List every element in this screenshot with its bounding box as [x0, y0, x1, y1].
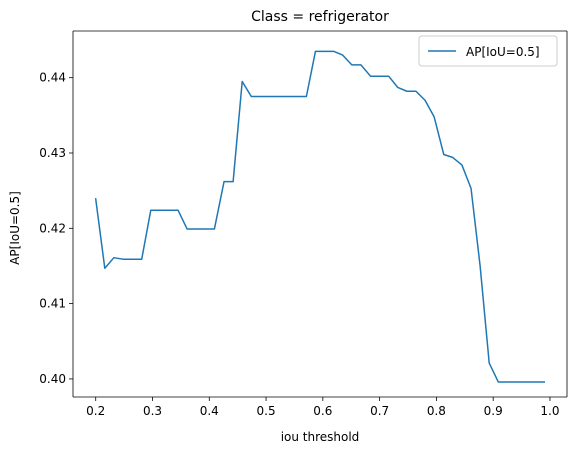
y-tick-label: 0.42: [39, 221, 66, 235]
x-tick-label: 0.7: [370, 404, 389, 418]
legend-frame: [418, 35, 558, 67]
y-axis-label: AP[IoU=0.5]: [8, 191, 22, 265]
y-tick-label: 0.43: [39, 146, 66, 160]
y-tick-label: 0.40: [39, 372, 66, 386]
y-tick-label: 0.41: [39, 297, 66, 311]
y-tick-label: 0.44: [39, 71, 66, 85]
plot-layer: [94, 50, 546, 383]
x-tick-label: 0.6: [313, 404, 332, 418]
x-tick-label: 0.3: [143, 404, 162, 418]
x-tick-label: 0.4: [200, 404, 219, 418]
series-line-0: [94, 50, 546, 383]
x-tick-label: 0.5: [257, 404, 276, 418]
legend: AP[IoU=0.5]: [418, 35, 558, 67]
x-tick-label: 0.8: [427, 404, 446, 418]
legend-label: AP[IoU=0.5]: [466, 45, 540, 59]
x-tick-label: 0.2: [86, 404, 105, 418]
ticks-layer: 0.2 0.3 0.4 0.5 0.6 0.7 0.8 0.9 1.0 0.40 0.41 0.42 0…: [39, 30, 568, 418]
chart-title: Class = refrigerator: [251, 9, 389, 25]
x-tick-label: 1.0: [540, 404, 559, 418]
x-axis-label: iou threshold: [281, 430, 360, 444]
x-tick-label: 0.9: [484, 404, 503, 418]
